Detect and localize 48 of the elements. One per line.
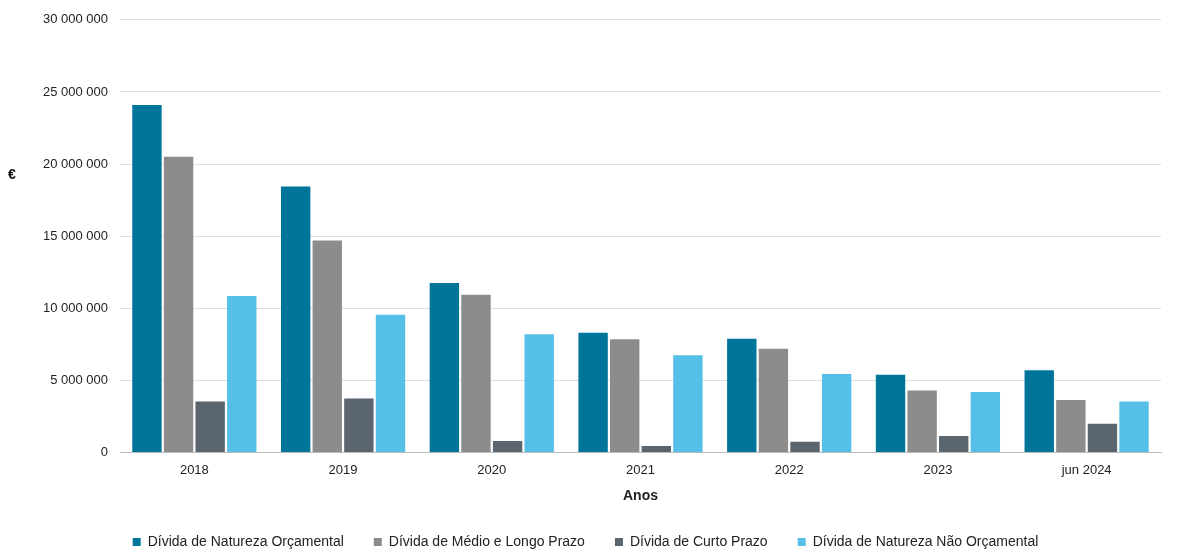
bar <box>280 186 311 453</box>
bar <box>132 104 162 453</box>
x-tick-label: 2022 <box>774 461 804 477</box>
legend-label: Dívida de Curto Prazo <box>629 532 768 549</box>
bar <box>344 398 374 453</box>
legend-label: Dívida de Natureza Não Orçamental <box>812 532 1039 549</box>
bar <box>758 348 789 453</box>
y-tick-label: 30 000 000 <box>42 11 108 27</box>
x-tick-label: jun 2024 <box>1060 461 1112 477</box>
bar <box>939 436 969 453</box>
bar <box>1119 401 1149 453</box>
bar <box>970 392 1001 453</box>
y-tick-label: 15 000 000 <box>42 227 108 243</box>
x-axis-title: Anos <box>623 487 659 504</box>
bar <box>727 338 757 453</box>
bar <box>375 314 406 453</box>
bar <box>578 332 608 453</box>
bar <box>429 283 460 453</box>
bar <box>163 156 194 453</box>
y-tick-label: 10 000 000 <box>42 299 108 315</box>
y-axis-title: € <box>8 166 16 183</box>
bar <box>641 446 671 453</box>
bar <box>673 355 703 453</box>
y-tick-label: 0 <box>100 444 108 460</box>
bar <box>524 334 554 453</box>
bar <box>195 401 225 453</box>
y-tick-label: 20 000 000 <box>42 155 108 171</box>
bar <box>312 240 342 453</box>
x-tick-label: 2023 <box>923 461 953 477</box>
bar <box>1087 423 1118 453</box>
x-tick-label: 2018 <box>179 461 209 477</box>
bar <box>907 390 937 453</box>
bar <box>1056 399 1086 453</box>
bar <box>790 441 820 453</box>
bar <box>461 294 491 453</box>
bar <box>492 441 523 453</box>
legend-label: Dívida de Natureza Orçamental <box>147 532 344 549</box>
x-tick-label: 2021 <box>626 461 655 477</box>
bar <box>821 373 852 453</box>
y-tick-label: 5 000 000 <box>50 372 108 388</box>
x-tick-label: 2019 <box>328 461 358 477</box>
y-tick-label: 25 000 000 <box>42 83 108 99</box>
bar <box>227 296 257 453</box>
bar <box>875 374 906 453</box>
legend-label: Dívida de Médio e Longo Prazo <box>388 532 586 549</box>
x-tick-label: 2020 <box>477 461 507 477</box>
bar <box>1024 370 1054 453</box>
bar <box>610 339 640 453</box>
